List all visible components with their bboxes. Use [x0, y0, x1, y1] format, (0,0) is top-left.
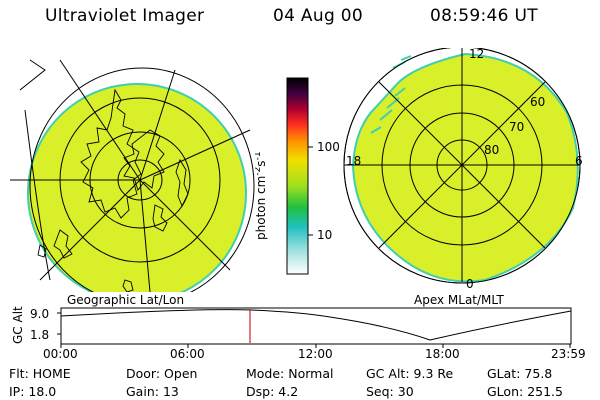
polar-image: 12 18 6 0 60 70 80 [343, 48, 583, 291]
ip-status: IP: 18.0 [9, 384, 57, 399]
gain-value: 13 [162, 384, 179, 399]
mlat-60-label: 60 [530, 95, 545, 109]
altitude-curve [60, 309, 572, 341]
altitude-ytick-low: 1.8 [30, 328, 49, 342]
mlat-70-label: 70 [509, 120, 524, 134]
geographic-latitude: GLat: 75.8 [487, 366, 553, 381]
altitude-ytick-high: 9.0 [30, 307, 49, 321]
seq-value: 30 [397, 384, 414, 399]
glon-value: 251.5 [527, 384, 563, 399]
colorbar-gradient [286, 77, 309, 275]
xtick-2359: 23:59 [551, 347, 586, 361]
sequence-status: Seq: 30 [366, 384, 414, 399]
coastlines [37, 88, 189, 292]
geographic-image [10, 59, 255, 292]
xtick-0000: 00:00 [43, 347, 78, 361]
mode-status: Mode: Normal [246, 366, 334, 381]
colorbar-tick-label-100: 100 [317, 140, 340, 154]
instrument-title: Ultraviolet Imager [45, 6, 205, 26]
date-label: 04 Aug 00 [273, 6, 363, 26]
gc-altitude: GC Alt: 9.3 Re [366, 366, 454, 381]
mlt-0-label: 0 [466, 277, 474, 291]
flight-value: HOME [32, 366, 71, 381]
glat-value: 75.8 [524, 366, 553, 381]
dsp-status: Dsp: 4.2 [246, 384, 299, 399]
mlat-80-label: 80 [484, 143, 499, 157]
xtick-1200: 12:00 [298, 347, 333, 361]
mode-value: Normal [288, 366, 334, 381]
xtick-0600: 06:00 [170, 347, 205, 361]
mlt-6-label: 6 [575, 154, 583, 168]
geographic-grid [10, 59, 255, 292]
ip-value: 18.0 [28, 384, 57, 399]
altitude-ylabel: GC Alt [11, 306, 25, 344]
door-value: Open [164, 366, 198, 381]
colorbar-tick-label-10: 10 [317, 228, 333, 242]
time-label: 08:59:46 UT [430, 6, 538, 26]
geographic-caption: Geographic Lat/Lon [67, 293, 185, 307]
dsp-value: 4.2 [278, 384, 299, 399]
altitude-plot: GC Alt 9.0 1.8 [11, 306, 572, 348]
mlt-18-label: 18 [346, 154, 361, 168]
colorbar-unit-label: photon cm-2s-1 [255, 151, 268, 240]
gain-status: Gain: 13 [126, 384, 179, 399]
xtick-1800: 18:00 [425, 347, 460, 361]
geographic-longitude: GLon: 251.5 [487, 384, 563, 399]
door-status: Door: Open [126, 366, 198, 381]
flight-status: Flt: HOME [9, 366, 71, 381]
gc-altitude-value: 9.3 Re [413, 366, 454, 381]
mlt-12-label: 12 [469, 48, 484, 61]
colorbar: photon cm-2s-1 [255, 77, 313, 275]
apex-caption: Apex MLat/MLT [414, 293, 504, 307]
polar-grid [343, 48, 581, 284]
